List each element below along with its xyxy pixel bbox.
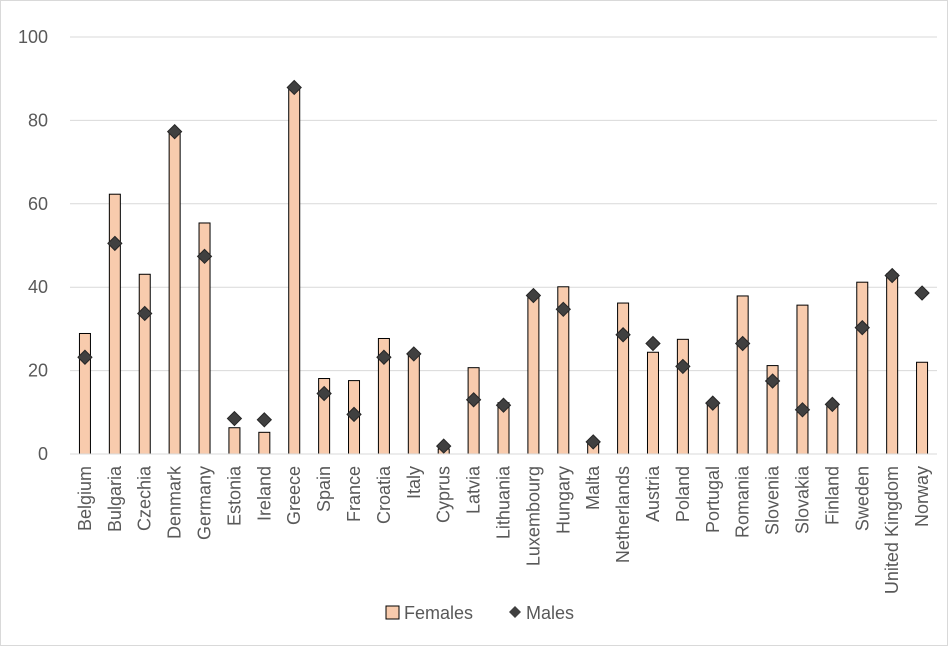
- male-marker: [525, 287, 542, 304]
- category-label: Germany: [195, 466, 215, 540]
- category-label: Malta: [583, 465, 603, 510]
- y-tick-label: 60: [28, 194, 48, 214]
- male-marker: [316, 385, 332, 402]
- male-marker: [764, 373, 781, 389]
- males-markers: [77, 79, 930, 454]
- category-label: Estonia: [224, 465, 244, 526]
- female-bar: [617, 302, 630, 455]
- y-tick-label: 40: [28, 277, 48, 297]
- female-bar: [856, 281, 869, 455]
- male-marker: [256, 412, 273, 428]
- category-label: Denmark: [165, 465, 185, 539]
- legend: Females Males: [385, 603, 574, 623]
- female-bar: [467, 367, 480, 455]
- male-marker: [884, 267, 900, 284]
- male-marker: [794, 402, 811, 418]
- female-bar: [407, 353, 420, 455]
- male-marker: [226, 410, 243, 427]
- category-label: Norway: [912, 466, 932, 527]
- female-bar: [168, 130, 181, 455]
- female-bar: [736, 295, 749, 455]
- male-marker: [675, 358, 691, 375]
- category-label: Cyprus: [434, 466, 454, 523]
- male-marker: [166, 123, 183, 140]
- category-label: Spain: [314, 466, 334, 512]
- male-marker: [107, 235, 123, 252]
- category-label: Greece: [284, 466, 304, 525]
- category-label: Belgium: [75, 466, 95, 531]
- category-label: Ireland: [254, 466, 274, 521]
- category-label: Portugal: [703, 466, 723, 533]
- category-label: Finland: [822, 466, 842, 525]
- male-marker: [914, 285, 930, 301]
- male-marker: [854, 319, 870, 336]
- male-marker: [435, 438, 452, 454]
- category-label: Slovenia: [763, 465, 783, 535]
- legend-swatch-females: [385, 605, 400, 620]
- male-marker: [555, 301, 572, 318]
- y-tick-label: 80: [28, 110, 48, 130]
- legend-label-females: Females: [404, 603, 473, 623]
- male-marker: [196, 248, 213, 265]
- x-axis-labels: Belgium Bulgaria Czechia Denmark Germany Esto…: [75, 465, 932, 594]
- female-bar: [527, 294, 540, 455]
- female-bar: [228, 427, 241, 455]
- male-marker: [77, 349, 93, 365]
- category-label: Slovakia: [792, 465, 812, 534]
- male-marker: [495, 397, 512, 413]
- male-marker: [734, 335, 751, 352]
- legend-label-males: Males: [526, 603, 574, 623]
- category-label: Poland: [673, 466, 693, 522]
- female-bar: [676, 338, 689, 455]
- male-marker: [376, 349, 392, 365]
- y-tick-label: 20: [28, 361, 48, 381]
- legend-swatch-males: [509, 606, 521, 618]
- male-marker: [137, 305, 153, 322]
- y-tick-label: 100: [18, 27, 48, 47]
- male-marker: [406, 346, 422, 362]
- female-bar: [108, 193, 121, 455]
- females-bars: [78, 86, 929, 455]
- gridlines: [70, 36, 937, 372]
- male-marker: [615, 327, 631, 343]
- female-bar: [288, 86, 301, 455]
- male-marker: [585, 434, 601, 450]
- male-marker: [346, 406, 362, 423]
- male-marker: [645, 335, 661, 352]
- male-marker: [705, 395, 721, 411]
- category-label: Italy: [404, 466, 424, 499]
- y-tick-label: 0: [38, 444, 48, 464]
- category-label: United Kingdom: [882, 466, 902, 594]
- y-axis-ticks: 0 20 40 60 80 100: [18, 27, 48, 464]
- category-label: Latvia: [464, 465, 484, 514]
- category-label: Lithuania: [494, 465, 514, 539]
- female-bar: [138, 273, 151, 455]
- male-marker: [465, 392, 482, 408]
- female-bar: [886, 273, 899, 455]
- category-label: Austria: [643, 465, 663, 522]
- female-bar: [646, 351, 659, 455]
- female-bar: [796, 304, 809, 455]
- category-label: Romania: [733, 465, 753, 538]
- female-bar: [258, 431, 271, 455]
- male-marker: [286, 79, 302, 96]
- category-label: Croatia: [374, 465, 394, 524]
- category-label: Bulgaria: [105, 465, 125, 532]
- female-bar: [916, 361, 929, 455]
- category-label: Sweden: [852, 466, 872, 531]
- category-label: Netherlands: [613, 466, 633, 563]
- male-marker: [824, 396, 841, 413]
- category-label: Luxembourg: [523, 466, 543, 566]
- category-label: Hungary: [553, 466, 573, 534]
- category-label: Czechia: [135, 465, 155, 531]
- category-label: France: [344, 466, 364, 522]
